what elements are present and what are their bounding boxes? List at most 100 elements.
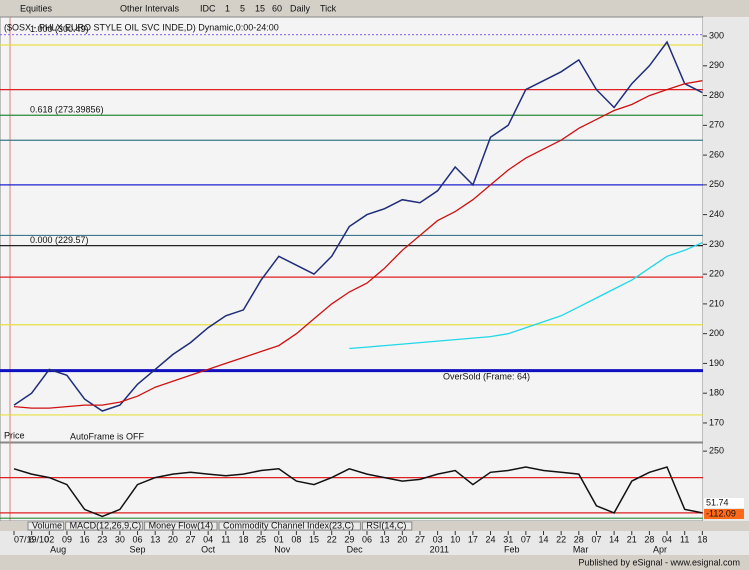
x-tick-label: 13 [380,534,390,544]
x-tick-label: 31 [503,534,513,544]
y-tick-label: 230 [709,239,724,249]
month-label: Feb [504,544,520,554]
toolbar-item[interactable]: 15 [255,3,265,13]
tab[interactable] [144,521,218,531]
level-label: 0.618 (273.39856) [30,105,104,115]
month-label: Apr [653,544,667,554]
tab-label[interactable]: Volume [32,520,62,530]
y-tick-label: 180 [709,388,724,398]
tab-label[interactable]: MACD(12,26,9,C) [70,520,142,530]
x-tick-label: 07/19/10 [14,534,49,544]
x-tick-label: 14 [538,534,548,544]
toolbar-item[interactable]: Daily [290,3,311,13]
y-tick-label: 270 [709,120,724,130]
price-axis [703,17,749,521]
x-tick-label: 28 [644,534,654,544]
x-tick-label: 22 [556,534,566,544]
x-tick-label: 07 [521,534,531,544]
x-tick-label: 16 [80,534,90,544]
value-tag [704,498,744,508]
x-tick-label: 23 [97,534,107,544]
y-tick-label: 200 [709,328,724,338]
month-label: 2011 [430,544,449,554]
x-tick-label: 18 [697,534,707,544]
toolbar-item[interactable]: Tick [320,3,337,13]
annotation: OverSold (Frame: 64) [443,371,530,381]
value-tag-label: 51.74 [706,497,729,507]
y-tick-label: 250 [709,445,724,455]
tab[interactable] [218,521,361,531]
x-tick-label: 07 [591,534,601,544]
y-tick-label: 210 [709,298,724,308]
level-label: 1.000 (300.49) [30,24,89,34]
month-label: Aug [50,544,66,554]
month-label: Sep [130,544,146,554]
y-tick-label: 250 [709,179,724,189]
y-tick-label: 290 [709,60,724,70]
toolbar-item[interactable]: 5 [240,3,245,13]
x-tick-label: 02 [44,534,54,544]
y-tick-label: 300 [709,30,724,40]
month-label: Oct [201,544,216,554]
date-axis [0,531,749,555]
x-tick-label: 14 [609,534,619,544]
indicator-panel [0,442,704,522]
x-tick-label: 29 [344,534,354,544]
toolbar-item[interactable]: IDC [200,3,216,13]
series-line [13,466,703,518]
x-tick-label: 03 [433,534,443,544]
annotation: AutoFrame is OFF [70,431,145,441]
y-tick-label: 260 [709,149,724,159]
y-tick-label: 240 [709,209,724,219]
month-label: Nov [274,544,291,554]
x-tick-label: 13 [150,534,160,544]
month-label: Dec [347,544,364,554]
x-tick-label: 11 [680,534,689,544]
x-tick-label: 11 [221,534,230,544]
toolbar-item[interactable]: Other Intervals [120,3,180,13]
x-tick-label: 27 [185,534,195,544]
x-tick-label: 09 [62,534,72,544]
series-line [13,40,703,412]
x-tick-label: 06 [133,534,143,544]
legend-name: Price [4,430,25,440]
value-tag [704,509,744,519]
x-tick-label: 6 [29,534,34,544]
level-label: 0.000 (229.57) [30,235,89,245]
toolbar [0,0,749,17]
x-tick-label: 22 [327,534,337,544]
x-tick-label: 10 [450,534,460,544]
y-tick-label: 280 [709,90,724,100]
x-tick-label: 04 [662,534,672,544]
tab-label[interactable]: Commodity Channel Index(23,C) [223,520,354,530]
x-tick-label: 15 [309,534,319,544]
tab-label[interactable]: Money Flow(14) [149,520,214,530]
toolbar-item[interactable]: 1 [225,3,230,13]
x-tick-label: 08 [291,534,301,544]
x-tick-label: 20 [397,534,407,544]
value-tag-label: -112.09 [706,508,736,518]
tab-label[interactable]: RSI(14,C) [366,520,406,530]
toolbar-item[interactable]: Equities [20,3,53,13]
footer: Published by eSignal - www.esignal.com [578,557,740,567]
month-label: Mar [573,544,589,554]
tab[interactable] [27,521,65,531]
x-tick-label: 04 [203,534,213,544]
tab[interactable] [65,521,144,531]
price-panel [0,16,704,443]
series-line [349,242,703,350]
chart-title: ($OSX - PHLX EURO STYLE OIL SVC INDE,D) … [4,22,279,32]
x-tick-label: 20 [168,534,178,544]
y-tick-label: 190 [709,358,724,368]
x-tick-label: 28 [574,534,584,544]
status-bar [0,555,749,570]
x-tick-label: 18 [238,534,248,544]
x-tick-label: 01 [274,534,284,544]
tab[interactable] [361,521,413,531]
y-tick-label: 220 [709,269,724,279]
x-tick-label: 17 [468,534,478,544]
x-tick-label: 27 [415,534,425,544]
toolbar-item[interactable]: 60 [272,3,282,13]
x-tick-label: 30 [115,534,125,544]
